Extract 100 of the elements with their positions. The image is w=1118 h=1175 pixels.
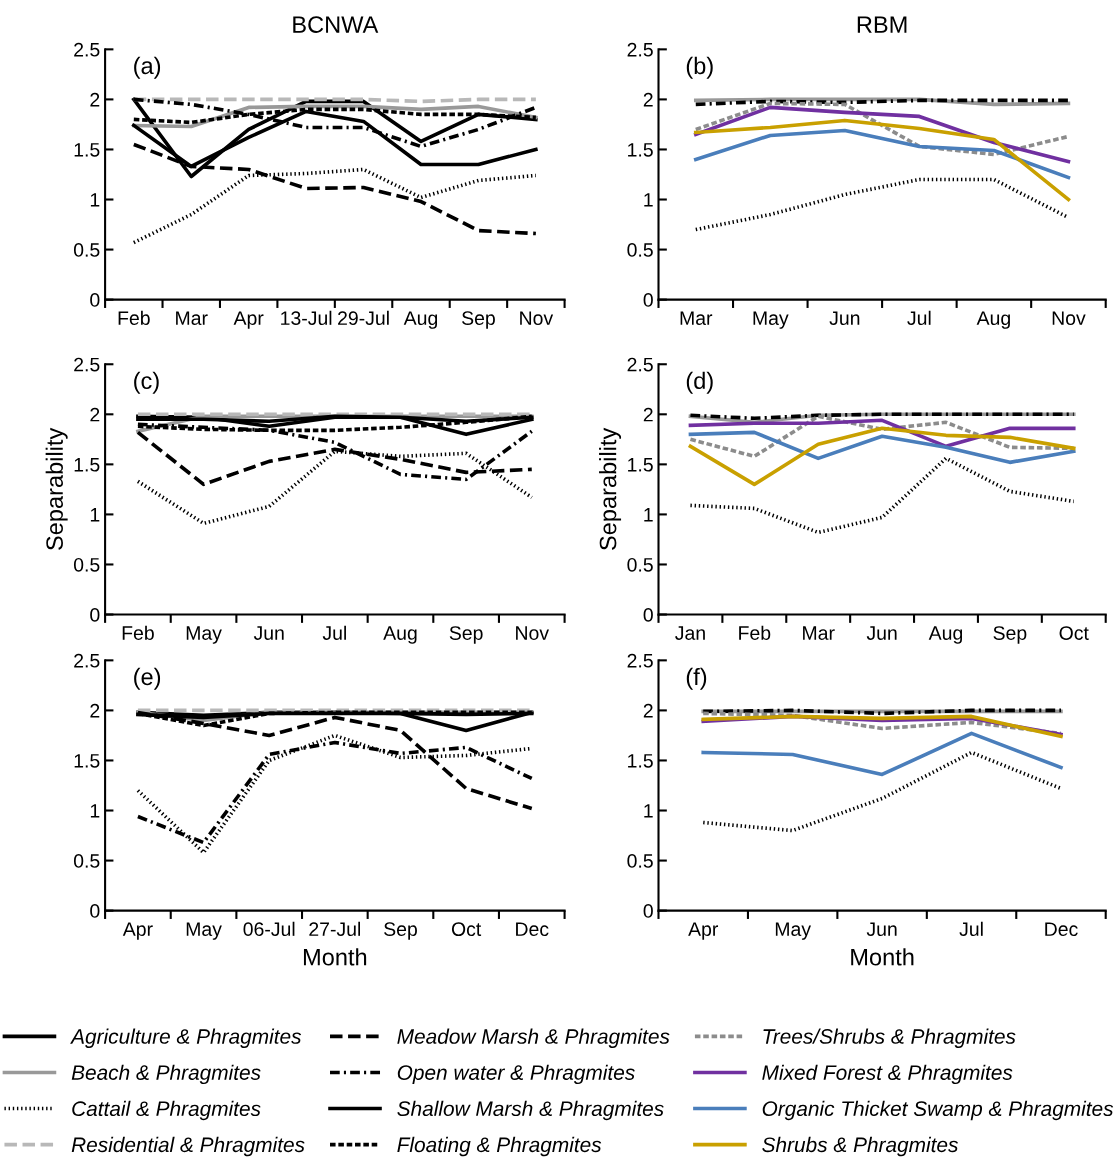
x-tick-label: Apr — [122, 922, 153, 940]
y-tick-label: 1.5 — [628, 143, 653, 157]
x-tick-label: Apr — [233, 311, 264, 329]
y-tick-label: 1.5 — [628, 754, 653, 768]
x-tick-label: Nov — [516, 626, 549, 640]
x-tick-label: Oct — [1059, 626, 1089, 640]
x-tick-label: Dec — [1045, 922, 1078, 937]
chart-title: BCNWA — [293, 16, 379, 33]
y-tick-label: 0.5 — [627, 854, 653, 868]
y-tick-label: 0 — [90, 607, 100, 622]
x-tick-label: May — [186, 922, 222, 940]
y-tick-label: 2 — [90, 92, 100, 107]
x-tick-label: Jun — [866, 626, 897, 640]
y-tick-label: 1 — [90, 508, 100, 522]
y-tick-label: 2 — [90, 703, 100, 718]
y-tick-label: 0.5 — [627, 243, 653, 257]
legend-label: Agriculture & Phragmites — [70, 1028, 302, 1048]
y-tick-label: 1.5 — [628, 458, 653, 472]
y-tick-label: 1 — [90, 193, 100, 207]
y-tick-label: 2.5 — [74, 42, 100, 57]
y-tick-label: 0 — [90, 293, 100, 307]
legend-label: Cattail & Phragmites — [72, 1100, 261, 1121]
y-tick-label: 1.5 — [74, 143, 100, 157]
x-tick-label: Oct — [451, 922, 482, 937]
y-axis-title: Separability — [45, 427, 68, 550]
y-axis-title: Separability — [599, 427, 622, 550]
x-tick-label: Aug — [928, 626, 963, 644]
x-tick-label: Sep — [449, 626, 483, 644]
x-tick-label: Feb — [122, 625, 154, 640]
y-tick-label: 0.5 — [627, 557, 653, 572]
y-tick-label: 2 — [643, 407, 653, 422]
y-tick-label: 0 — [643, 904, 653, 918]
x-tick-label: Aug — [976, 311, 1010, 329]
annotation: (d) — [686, 371, 713, 394]
x-tick-label: May — [753, 311, 789, 329]
y-tick-label: 1.5 — [74, 458, 100, 472]
x-tick-label: Nov — [1052, 311, 1086, 326]
y-tick-label: 0 — [643, 607, 653, 622]
y-tick-label: 0.5 — [73, 243, 100, 257]
legend-label: Residential & Phragmites — [71, 1136, 305, 1157]
y-tick-label: 2 — [643, 703, 653, 718]
y-tick-label: 2.5 — [74, 357, 100, 372]
y-tick-label: 1 — [644, 508, 653, 522]
x-tick-label: May — [186, 626, 222, 644]
legend-label: Beach & Phragmites — [71, 1064, 261, 1085]
x-tick-label: Jul — [959, 921, 983, 937]
annotation: (a) — [134, 56, 161, 79]
y-tick-label: 0.5 — [73, 854, 100, 868]
x-tick-label: 06-Jul — [243, 921, 295, 937]
x-tick-label: Sep — [462, 311, 495, 329]
x-tick-label: May — [775, 922, 811, 940]
y-tick-label: 2.5 — [627, 357, 653, 372]
x-axis-title: Month — [851, 948, 914, 966]
legend-label: Organic Thicket Swamp & Phragmites — [762, 1100, 1114, 1121]
y-tick-label: 2.5 — [627, 42, 653, 57]
legend-label: Shallow Marsh & Phragmites — [397, 1100, 664, 1121]
x-tick-label: 27-Jul — [309, 921, 361, 937]
legend-label: Mixed Forest & Phragmites — [762, 1064, 1013, 1085]
x-tick-label: 29-Jul — [338, 310, 389, 326]
x-tick-label: Aug — [383, 626, 417, 644]
legend-label: Meadow Marsh & Phragmites — [397, 1028, 670, 1048]
y-tick-label: 0 — [90, 904, 100, 918]
x-tick-label: Jan — [675, 626, 705, 640]
chart-title: RBM — [857, 16, 907, 33]
legend-label: Shrubs & Phragmites — [762, 1136, 959, 1157]
y-tick-label: 2.5 — [627, 653, 653, 668]
annotation: (e) — [134, 667, 161, 690]
x-tick-label: Jul — [907, 310, 931, 326]
y-tick-label: 0 — [643, 293, 653, 307]
y-tick-label: 2.5 — [74, 653, 100, 668]
legend-label: Open water & Phragmites — [397, 1064, 635, 1085]
x-tick-label: Dec — [516, 922, 549, 937]
y-tick-label: 2 — [90, 407, 100, 422]
x-tick-label: 13-Jul — [281, 310, 332, 326]
annotation: (b) — [686, 56, 713, 79]
y-tick-label: 1.5 — [74, 754, 100, 768]
x-axis-title: Month — [303, 948, 367, 966]
y-tick-label: 1 — [644, 193, 653, 207]
legend-label: Floating & Phragmites — [397, 1136, 602, 1157]
x-tick-label: Nov — [520, 311, 554, 326]
x-tick-label: Apr — [688, 922, 719, 940]
x-tick-label: Feb — [739, 625, 771, 640]
legend-label: Trees/Shrubs & Phragmites — [763, 1028, 1016, 1048]
y-tick-label: 2 — [643, 92, 653, 107]
x-tick-label: Feb — [118, 310, 150, 326]
x-tick-label: Jul — [322, 625, 346, 640]
x-tick-label: Sep — [993, 626, 1027, 644]
annotation: (c) — [134, 371, 159, 394]
annotation: (f) — [686, 667, 707, 690]
x-tick-label: Mar — [176, 311, 208, 326]
x-tick-label: Mar — [803, 626, 835, 640]
x-tick-label: Jun — [253, 626, 284, 640]
x-tick-label: Sep — [384, 922, 417, 940]
x-tick-label: Mar — [680, 311, 713, 326]
y-tick-label: 1 — [644, 804, 653, 818]
x-tick-label: Jun — [829, 311, 860, 326]
x-tick-label: Jun — [866, 922, 897, 937]
x-tick-label: Aug — [403, 311, 438, 329]
y-tick-label: 1 — [90, 804, 100, 818]
y-tick-label: 0.5 — [73, 557, 100, 572]
